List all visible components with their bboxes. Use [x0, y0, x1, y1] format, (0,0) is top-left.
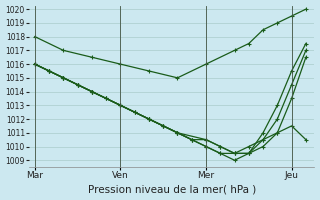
X-axis label: Pression niveau de la mer( hPa ): Pression niveau de la mer( hPa )	[88, 184, 256, 194]
